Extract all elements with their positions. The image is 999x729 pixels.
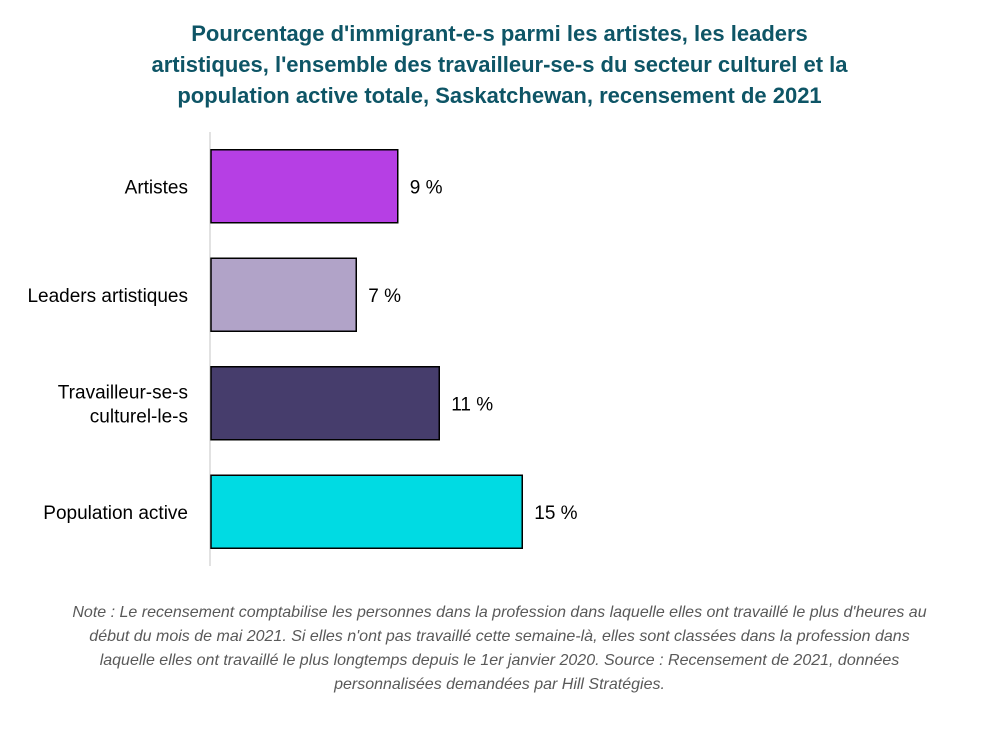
chart-title-line-2: artistiques, l'ensemble des travailleur-… bbox=[151, 52, 848, 77]
bar-2 bbox=[210, 257, 357, 332]
category-label-2: Leaders artistiques bbox=[27, 286, 188, 307]
category-label-4: Population active bbox=[43, 503, 188, 524]
data-label-4: 15 % bbox=[534, 503, 577, 524]
note-line-3: laquelle elles ont travaillé le plus lon… bbox=[99, 652, 900, 669]
chart-title-line-3: population active totale, Saskatchewan, … bbox=[177, 83, 822, 108]
note-line-1: Note : Le recensement comptabilise les p… bbox=[72, 604, 927, 621]
bar-1 bbox=[210, 149, 399, 224]
note-line-4: personnalisées demandées par Hill Straté… bbox=[334, 676, 665, 693]
category-label-1: Artistes bbox=[125, 177, 188, 198]
bar-4 bbox=[210, 474, 523, 549]
data-label-3: 11 % bbox=[451, 394, 493, 415]
category-label-3-line-2: culturel-le-s bbox=[90, 406, 188, 427]
chart-title: Pourcentage d'immigrant-e-s parmi les ar… bbox=[60, 18, 939, 111]
bar-3 bbox=[210, 366, 440, 441]
data-label-1: 9 % bbox=[410, 177, 443, 198]
data-label-2: 7 % bbox=[368, 286, 401, 307]
chart-title-line-1: Pourcentage d'immigrant-e-s parmi les ar… bbox=[191, 21, 808, 46]
category-label-3-line-1: Travailleur-se-s bbox=[58, 382, 188, 403]
chart-note: Note : Le recensement comptabilise les p… bbox=[10, 601, 989, 697]
note-line-2: début du mois de mai 2021. Si elles n'on… bbox=[89, 628, 910, 645]
